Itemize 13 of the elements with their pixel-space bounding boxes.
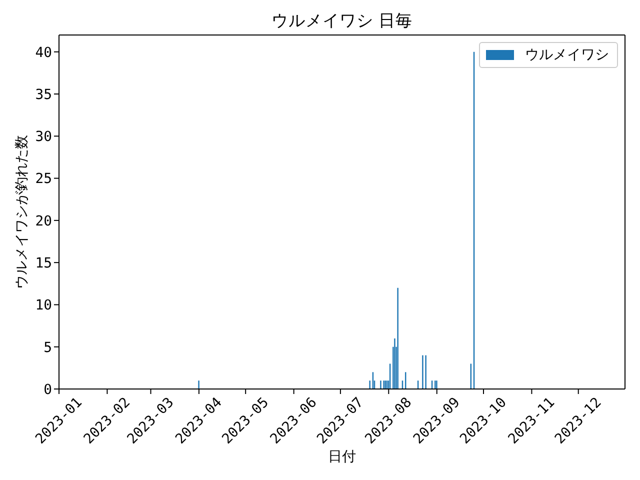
y-tick-label: 5: [44, 340, 52, 356]
chart-title: ウルメイワシ 日毎: [270, 9, 414, 32]
y-tick-label: 0: [44, 382, 52, 398]
y-tick-label: 10: [35, 298, 52, 314]
y-tick-label: 20: [35, 213, 52, 230]
y-tick-label: 40: [35, 44, 52, 61]
legend-label: ウルメイワシ: [525, 46, 609, 64]
y-tick-label: 35: [35, 86, 52, 103]
y-axis-title: ウルメイワシが釣れた数: [13, 134, 31, 291]
y-tick-label: 15: [35, 256, 52, 272]
y-tick-label: 30: [35, 129, 52, 146]
y-tick-label: 25: [35, 171, 52, 188]
x-axis-title: 日付: [327, 448, 357, 467]
